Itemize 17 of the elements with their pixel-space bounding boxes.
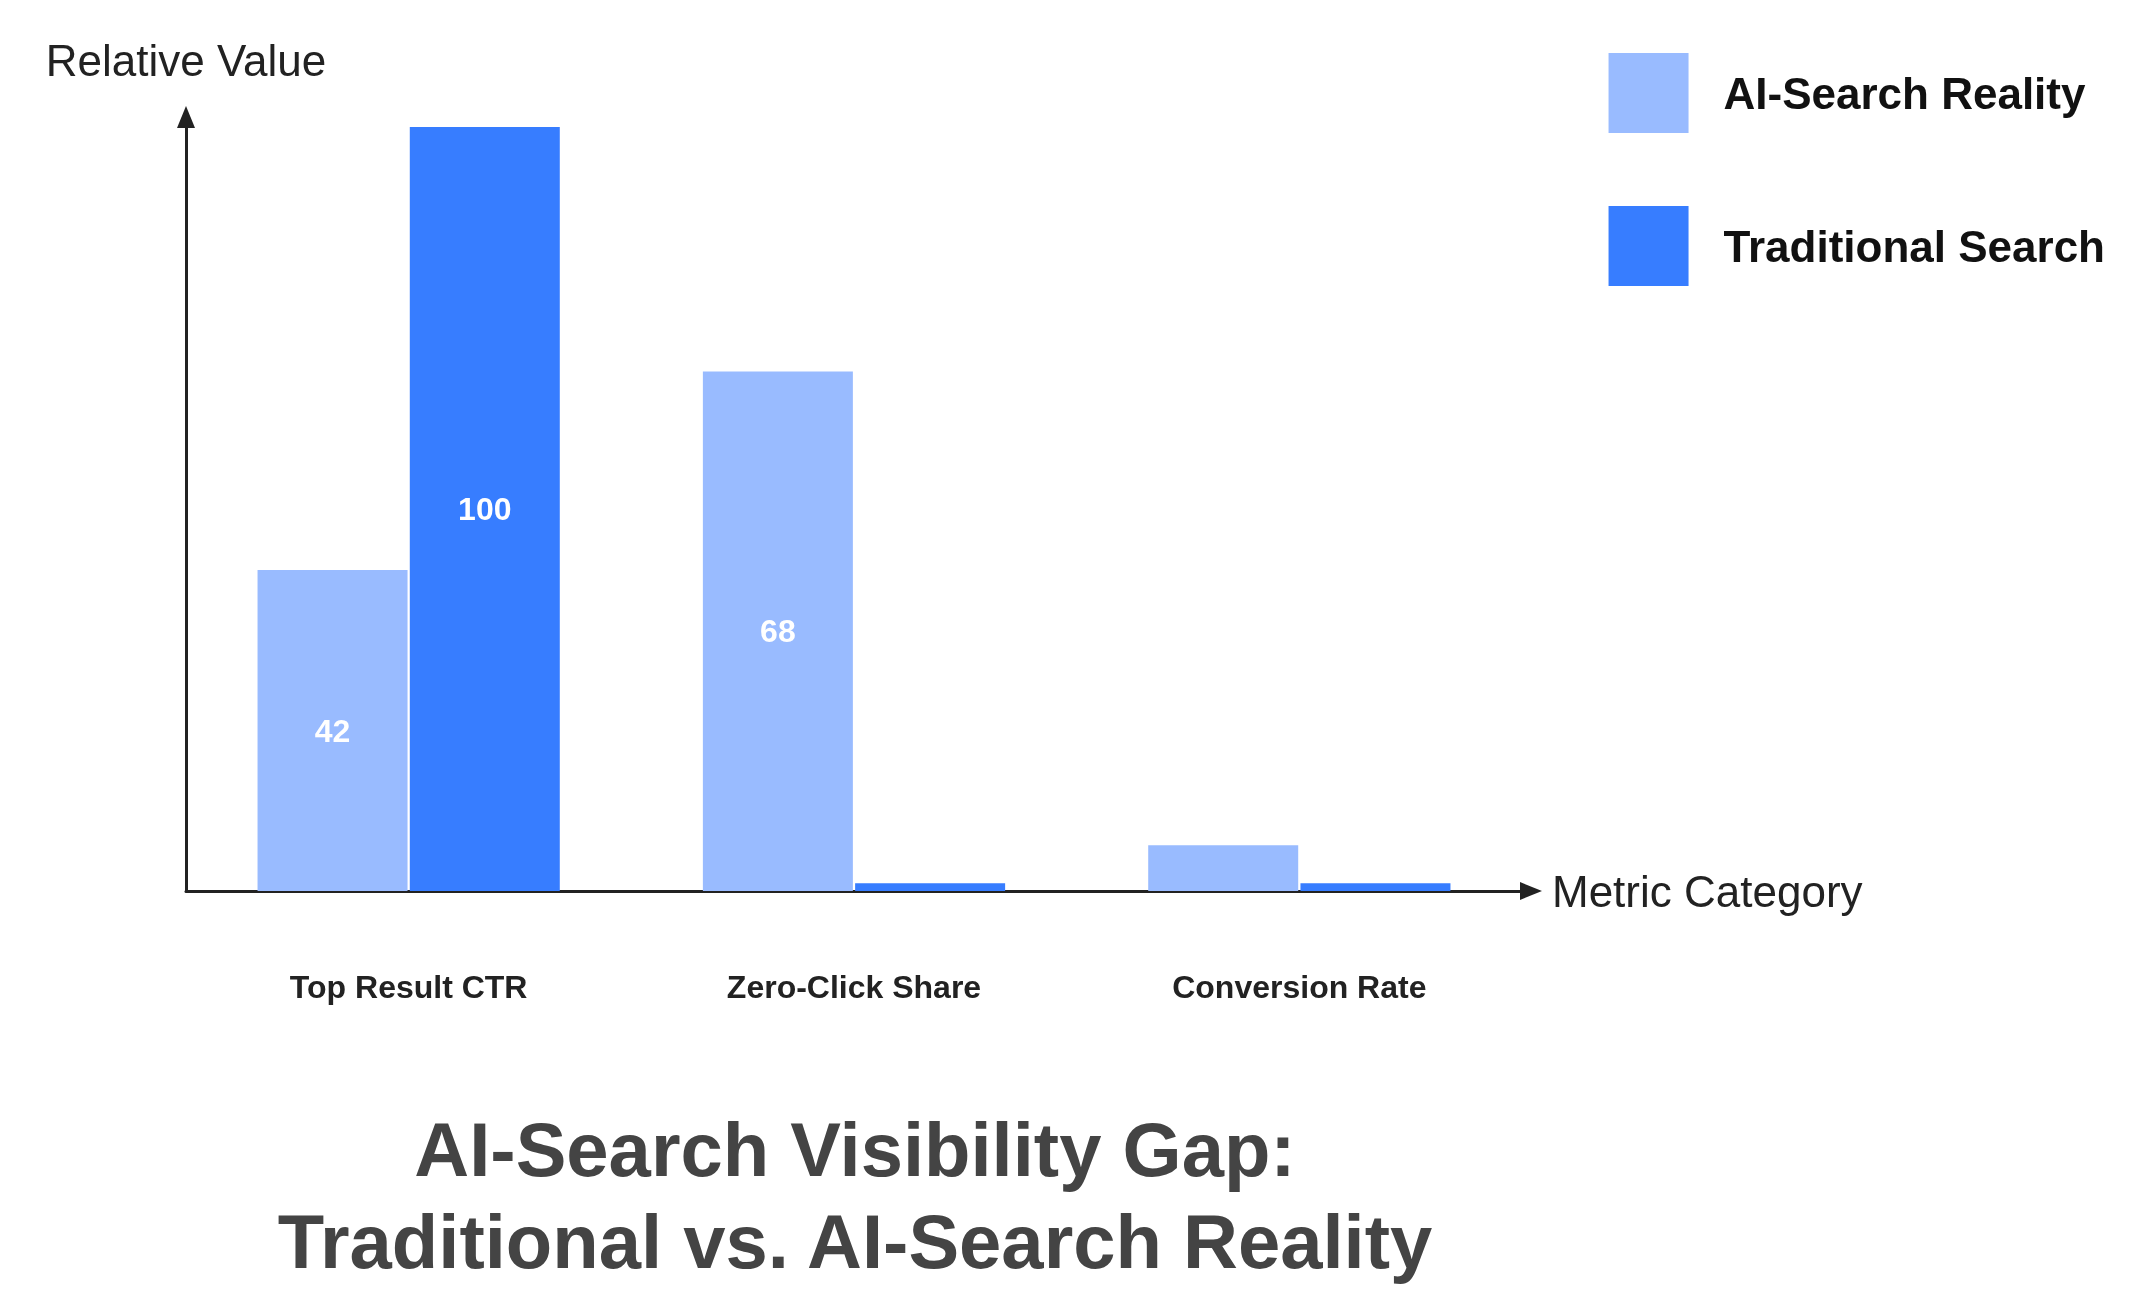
data-label: 100 bbox=[458, 491, 512, 527]
text: AI-Search Visibility Gap: Traditional vs. AI-Search Reality bbox=[277, 1106, 1433, 1284]
x-axis-title: Metric Category bbox=[1552, 866, 1863, 916]
data-label: 68 bbox=[760, 613, 796, 650]
bar bbox=[257, 570, 408, 891]
bar bbox=[702, 371, 853, 891]
y-axis-title: Relative Value bbox=[45, 35, 327, 85]
x-tick-label: Top Result CTR bbox=[289, 969, 528, 1005]
legend-label: Traditional Search bbox=[1723, 221, 2106, 271]
bar bbox=[409, 127, 560, 891]
x-tick-label: Zero-Click Share bbox=[726, 969, 982, 1005]
bar bbox=[1148, 845, 1299, 891]
legend-label: AI-Search Reality bbox=[1723, 68, 2086, 118]
data-label: 42 bbox=[314, 712, 351, 749]
x-tick-label: Conversion Rate bbox=[1172, 969, 1427, 1005]
bar bbox=[855, 883, 1006, 891]
bar bbox=[1300, 883, 1451, 891]
